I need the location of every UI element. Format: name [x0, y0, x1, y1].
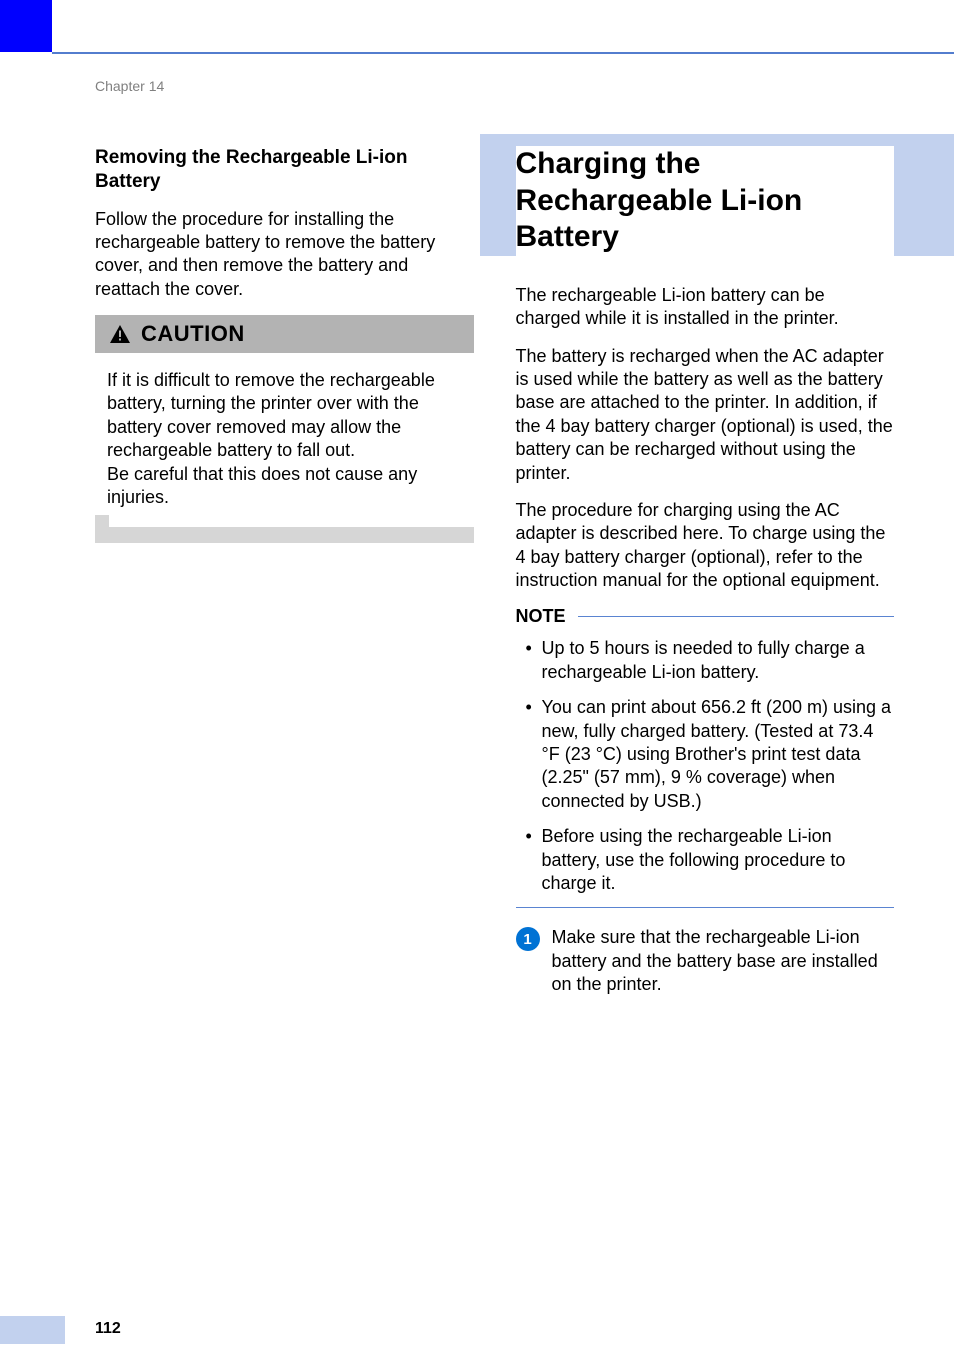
caution-body-line1: If it is difficult to remove the recharg…	[107, 369, 468, 463]
step-number-badge: 1	[516, 927, 540, 951]
left-heading: Removing the Rechargeable Li-ion Battery	[95, 146, 474, 194]
left-intro: Follow the procedure for installing the …	[95, 208, 474, 302]
note-rule-top	[578, 616, 894, 617]
top-rule	[52, 52, 954, 54]
caution-header: CAUTION	[95, 315, 474, 353]
note-header: NOTE	[516, 606, 895, 627]
note-item: Before using the rechargeable Li-ion bat…	[526, 825, 895, 895]
caution-body: If it is difficult to remove the recharg…	[95, 353, 474, 527]
corner-accent	[0, 0, 52, 52]
note-item: Up to 5 hours is needed to fully charge …	[526, 637, 895, 684]
right-h1-block: Charging the Rechargeable Li-ion Battery	[516, 146, 895, 258]
warning-icon	[109, 324, 131, 344]
chapter-label: Chapter 14	[95, 78, 894, 94]
note-rule-bottom	[516, 907, 895, 908]
step-1: 1 Make sure that the rechargeable Li-ion…	[516, 926, 895, 996]
page-body: Chapter 14 Removing the Rechargeable Li-…	[95, 78, 894, 1350]
note-item: You can print about 656.2 ft (200 m) usi…	[526, 696, 895, 813]
note-label: NOTE	[516, 606, 566, 627]
right-h1: Charging the Rechargeable Li-ion Battery	[516, 146, 895, 258]
caution-body-line2: Be careful that this does not cause any …	[107, 463, 468, 510]
right-column: Charging the Rechargeable Li-ion Battery…	[516, 146, 895, 997]
footer-blue-slab	[0, 1316, 65, 1344]
right-p3: The procedure for charging using the AC …	[516, 499, 895, 593]
note-list: Up to 5 hours is needed to fully charge …	[516, 637, 895, 895]
two-column-layout: Removing the Rechargeable Li-ion Battery…	[95, 146, 894, 997]
step-text: Make sure that the rechargeable Li-ion b…	[552, 926, 895, 996]
page-number: 112	[95, 1320, 121, 1338]
caution-label: CAUTION	[141, 321, 245, 347]
right-p1: The rechargeable Li-ion battery can be c…	[516, 284, 895, 331]
caution-footer-shade	[95, 527, 474, 543]
right-p2: The battery is recharged when the AC ada…	[516, 345, 895, 485]
left-column: Removing the Rechargeable Li-ion Battery…	[95, 146, 474, 997]
caution-block: CAUTION If it is difficult to remove the…	[95, 315, 474, 543]
